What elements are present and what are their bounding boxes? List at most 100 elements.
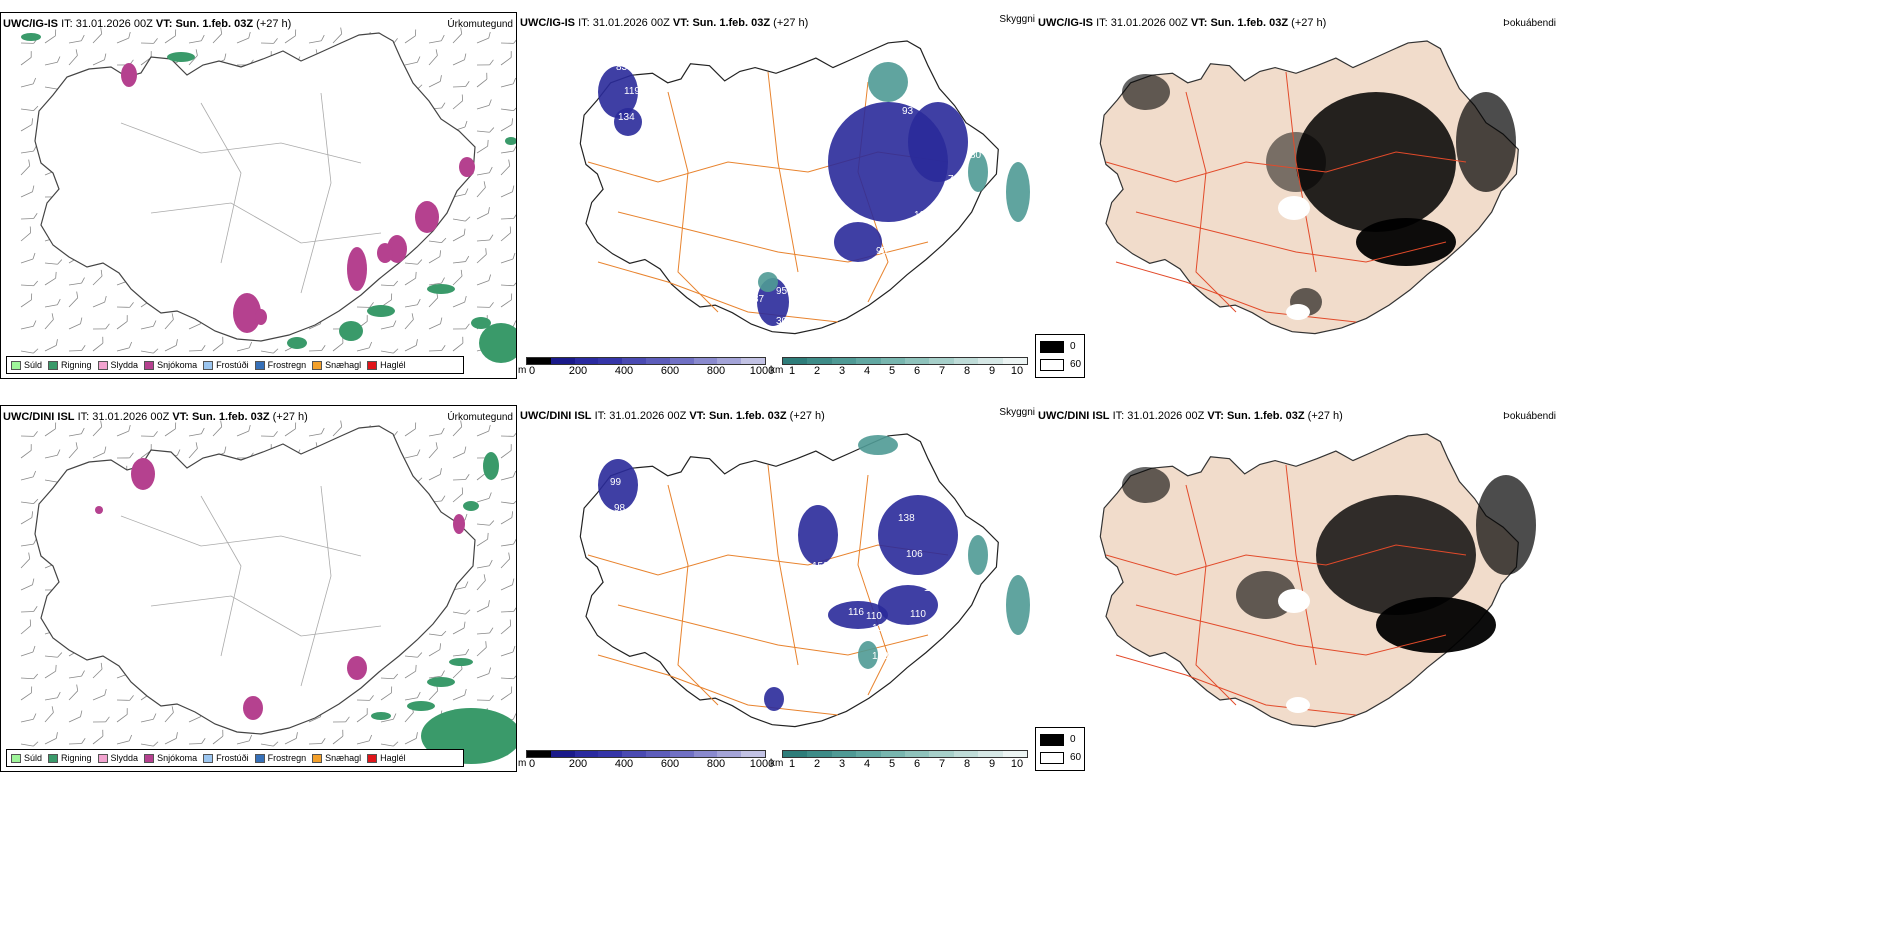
wind-barb xyxy=(500,252,516,264)
wind-barb xyxy=(44,271,57,286)
legend-label: Rigning xyxy=(61,753,92,763)
wind-barb xyxy=(356,708,368,723)
precip-legend: Súld Rigning Slydda Snjókoma Frostúði Frostre… xyxy=(6,356,464,374)
road-line xyxy=(120,122,362,164)
fog-legend-swatch xyxy=(1040,341,1064,353)
precip-map xyxy=(20,27,516,363)
wind-barb xyxy=(476,99,492,110)
wind-barb xyxy=(20,77,37,88)
iceland-outline xyxy=(34,32,476,342)
wind-barb xyxy=(404,29,417,44)
wind-barb xyxy=(380,280,399,287)
road-line xyxy=(1115,654,1357,716)
wind-barb xyxy=(68,277,85,286)
snow-area xyxy=(233,293,261,333)
wind-barb xyxy=(500,118,514,132)
precip-type-panel: UWC/IG-IS IT: 31.01.2026 00Z VT: Sun. 1.… xyxy=(0,12,517,379)
wind-barb xyxy=(428,317,443,330)
legend-label: Slydda xyxy=(110,360,139,370)
fog-panel: UWC/DINI ISL IT: 31.01.2026 00Z VT: Sun.… xyxy=(1036,405,1556,772)
wind-barb xyxy=(452,269,463,286)
wind-barb xyxy=(452,336,464,352)
vis-value-label: 116 xyxy=(848,607,864,618)
wind-barb xyxy=(404,422,417,437)
vis-value-label: 110 xyxy=(866,611,882,622)
wind-barb xyxy=(92,729,104,745)
wind-barb xyxy=(500,185,515,198)
cloud-area xyxy=(834,222,882,262)
wind-barb xyxy=(20,51,32,66)
visibility-map: 83 119 134 106 93 80 70 95 100 96 95 87 95 30 xyxy=(579,40,1030,335)
wind-barb xyxy=(20,213,38,220)
wind-barb xyxy=(260,38,278,44)
colorbar-tick: 2 xyxy=(813,758,821,770)
wind-barb xyxy=(476,520,495,526)
cloud-base-colorbar xyxy=(526,357,766,365)
legend-swatch xyxy=(254,753,265,763)
lead-time: (+27 h) xyxy=(256,18,292,30)
colorbar-segment xyxy=(717,751,742,757)
wind-barb xyxy=(92,323,110,330)
road-line xyxy=(1135,211,1447,263)
road-line xyxy=(1105,151,1467,183)
wind-barb xyxy=(116,734,133,745)
wind-barb xyxy=(44,706,54,723)
cloud-area xyxy=(878,495,958,575)
road-line xyxy=(120,515,362,557)
vis-value-label: 80 xyxy=(970,150,982,161)
vis-value-label: 120 xyxy=(872,651,889,662)
legend-swatch xyxy=(312,360,323,370)
colorbar-tick: 2 xyxy=(813,365,821,377)
wind-barb xyxy=(476,72,488,88)
wind-barb xyxy=(500,673,516,680)
wind-barb xyxy=(164,29,177,44)
wind-barb xyxy=(20,552,31,569)
lead-time: (+27 h) xyxy=(789,410,825,422)
wind-barb xyxy=(92,269,103,286)
colorbar-segment xyxy=(1002,358,1028,364)
wind-barb xyxy=(68,49,78,66)
snow-area xyxy=(243,696,263,720)
wind-barb xyxy=(500,51,512,66)
wind-barb xyxy=(500,578,515,591)
colorbar-segment xyxy=(929,751,954,757)
fog-area xyxy=(1316,495,1476,615)
colorbar-segment xyxy=(598,358,623,364)
colorbar-segment xyxy=(880,751,906,757)
wind-barb xyxy=(476,139,489,154)
vis-value-label: 83 xyxy=(616,62,628,73)
colorbar-tick: 10 xyxy=(1010,365,1024,377)
rain-area xyxy=(479,323,516,363)
wind-barb xyxy=(68,427,85,437)
colorbar-segment xyxy=(831,751,857,757)
colorbar-tick: 6 xyxy=(913,365,921,377)
precip-legend: Súld Rigning Slydda Snjókoma Frostúði Frostre… xyxy=(6,749,464,767)
colorbar-tick: 1 xyxy=(788,758,796,770)
wind-barb xyxy=(260,431,278,437)
vis-value-label: 106 xyxy=(906,549,923,560)
colorbar-segment xyxy=(741,358,765,364)
wind-barb xyxy=(452,228,466,242)
fog-area xyxy=(1122,467,1170,503)
wind-barb xyxy=(452,27,463,44)
vis-value-label: 100 xyxy=(914,210,931,221)
fog-area xyxy=(1376,597,1496,653)
colorbar-segment xyxy=(807,358,832,364)
cloud-area xyxy=(828,601,888,629)
wind-barb xyxy=(476,492,492,503)
wind-barb xyxy=(500,444,512,459)
legend-label: Snjókoma xyxy=(157,753,198,763)
it-label: IT: xyxy=(1096,17,1108,29)
wind-barb xyxy=(476,667,492,679)
wind-barb xyxy=(20,498,39,505)
wind-barb xyxy=(236,341,253,352)
legend-label: Frostregn xyxy=(267,753,307,763)
wind-barb xyxy=(20,105,39,112)
snow-area xyxy=(377,243,393,263)
vis-value-label: 110 xyxy=(910,609,926,620)
wind-barb xyxy=(428,630,447,637)
wind-barb xyxy=(20,578,35,591)
legend-swatch xyxy=(48,753,59,763)
wind-barb xyxy=(476,559,493,569)
cloud-area xyxy=(598,459,638,511)
